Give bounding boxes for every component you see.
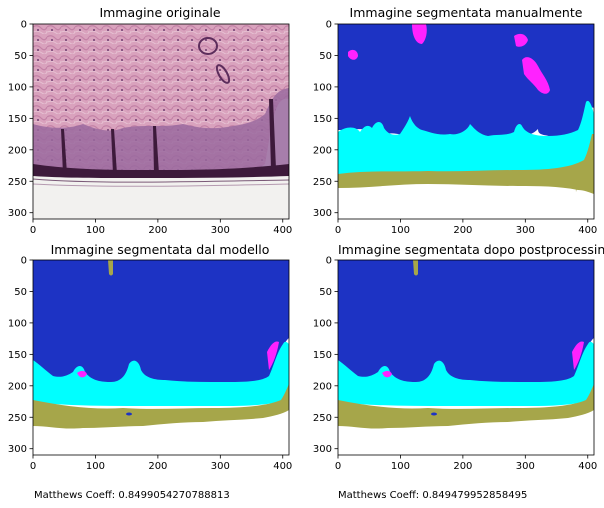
x-tick-label: 300 [516, 225, 535, 236]
x-tick-label: 300 [516, 461, 535, 472]
y-tick-label: 100 [8, 318, 27, 329]
axes-model: 0 100 200 300 400 0 50 100 150 200 250 300 [8, 256, 292, 473]
x-tick-label: 0 [30, 461, 36, 472]
y-tick-label: 100 [313, 82, 332, 93]
y-tick-label: 300 [313, 208, 332, 219]
x-tick-label: 200 [453, 461, 472, 472]
y-tick-label: 0 [21, 256, 27, 267]
y-tick-label: 300 [8, 208, 27, 219]
panel-title: Immagine segmentata dal modello [50, 242, 270, 257]
y-tick-label: 200 [8, 381, 27, 392]
y-tick-label: 200 [8, 145, 27, 156]
x-tick-label: 0 [335, 225, 341, 236]
y-tick-label: 200 [313, 145, 332, 156]
panel-manual: Immagine segmentata manualmente 0 100 200 3… [302, 0, 604, 250]
x-tick-label: 100 [391, 461, 410, 472]
x-tick-label: 400 [273, 461, 292, 472]
y-tick-label: 250 [313, 413, 332, 424]
x-tick-label: 200 [148, 461, 167, 472]
y-tick-label: 150 [8, 114, 27, 125]
y-tick-label: 250 [8, 413, 27, 424]
panel-title: Immagine originale [99, 5, 221, 20]
y-tick-label: 150 [313, 350, 332, 361]
y-tick-label: 0 [326, 256, 332, 267]
x-tick-label: 400 [578, 461, 597, 472]
x-tick-label: 300 [211, 225, 230, 236]
y-tick-label: 100 [313, 318, 332, 329]
x-tick-label: 200 [453, 225, 472, 236]
axes-manual: 0 100 200 300 400 0 50 100 150 200 250 300 [313, 20, 597, 237]
x-tick-label: 100 [391, 225, 410, 236]
x-tick-label: 0 [335, 461, 341, 472]
y-tick-label: 50 [14, 51, 27, 62]
x-tick-label: 300 [211, 461, 230, 472]
x-tick-label: 100 [86, 461, 105, 472]
panel-original: Immagine originale 0 100 200 300 400 0 5 [0, 0, 302, 250]
y-tick-label: 100 [8, 82, 27, 93]
panel-title: Immagine segmentata dopo postprocessing [338, 242, 604, 257]
y-tick-label: 200 [313, 381, 332, 392]
x-tick-label: 200 [148, 225, 167, 236]
x-tick-label: 100 [86, 225, 105, 236]
y-tick-label: 0 [21, 20, 27, 31]
panel-postprocessing: Immagine segmentata dopo postprocessing … [302, 240, 604, 508]
x-tick-label: 400 [273, 225, 292, 236]
x-tick-label: 0 [30, 225, 36, 236]
y-tick-label: 300 [8, 444, 27, 455]
x-tick-label: 400 [578, 225, 597, 236]
y-tick-label: 0 [326, 20, 332, 31]
y-tick-label: 150 [8, 350, 27, 361]
matthews-coeff-right: Matthews Coeff: 0.849479952858495 [338, 490, 528, 501]
y-tick-label: 150 [313, 114, 332, 125]
matthews-coeff-left: Matthews Coeff: 0.8499054270788813 [34, 490, 230, 501]
y-tick-label: 250 [8, 177, 27, 188]
y-tick-label: 50 [14, 287, 27, 298]
y-tick-label: 250 [313, 177, 332, 188]
y-tick-label: 300 [313, 444, 332, 455]
y-tick-label: 50 [319, 287, 332, 298]
axes-original: 0 100 200 300 400 0 50 100 150 200 250 300 [8, 20, 292, 237]
axes-postprocessing: 0 100 200 300 400 0 50 100 150 200 250 300 [313, 256, 597, 473]
y-tick-label: 50 [319, 51, 332, 62]
panel-model: Immagine segmentata dal modello 0 100 200 3… [0, 240, 302, 508]
panel-title: Immagine segmentata manualmente [349, 5, 583, 20]
